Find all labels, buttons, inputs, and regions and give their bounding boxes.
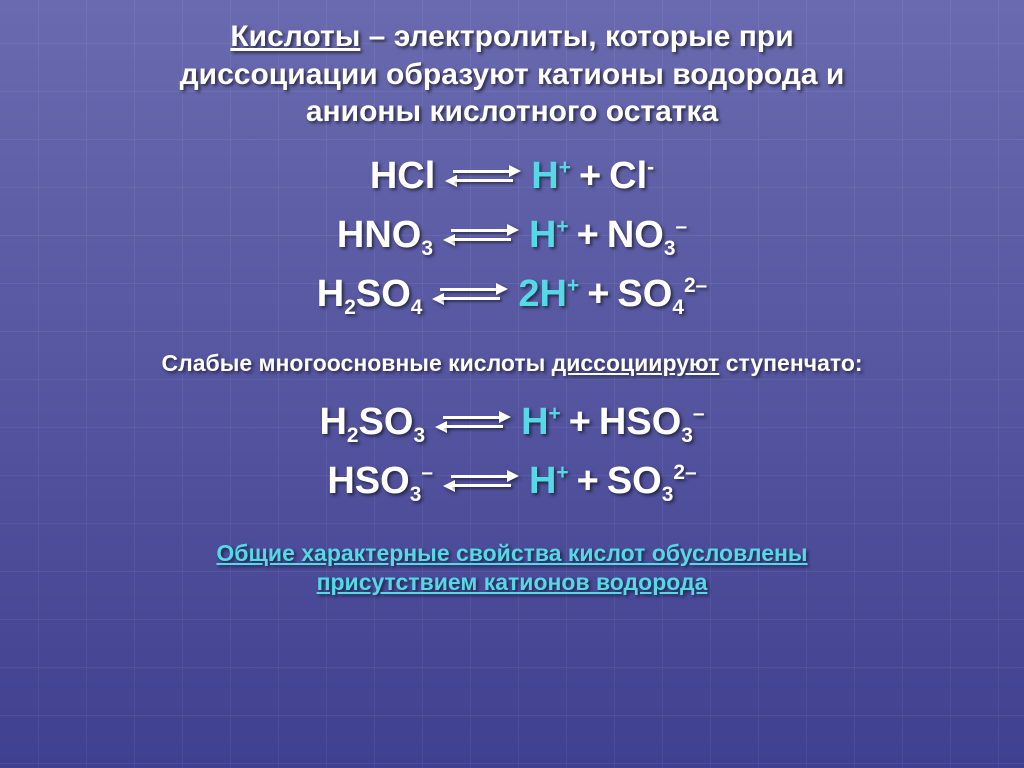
seq1-lhs: H2SO3 [319, 401, 425, 444]
equilibrium-arrow-icon [437, 412, 509, 432]
eq3-rhs2: SO42– [617, 273, 707, 316]
eq1-lhs: HCl [370, 155, 435, 198]
title-rest1: – электролиты, которые при [360, 20, 793, 53]
equilibrium-arrow-icon [447, 166, 519, 186]
footnote-line2: присутствием катионов водорода [317, 569, 708, 595]
equilibrium-arrow-icon [445, 225, 517, 245]
eq3-lhs: H2SO4 [317, 273, 423, 316]
seq2-lhs: HSO3– [327, 460, 433, 503]
seq2-rhs1: H+ [529, 460, 569, 503]
title-line3: анионы кислотного остатка [306, 95, 718, 128]
footnote: Общие характерные свойства кислот обусло… [77, 539, 947, 599]
eq2-rhs2: NO3– [607, 214, 687, 257]
subtitle-pre: Слабые многоосновные кислоты [161, 350, 551, 376]
title-keyword: Кислоты [230, 20, 360, 53]
footnote-line1: Общие характерные свойства кислот обусло… [216, 540, 807, 566]
eq1-rhs2: Cl- [609, 155, 654, 198]
step-equation-1: H2SO3 H+ + HSO3– [319, 401, 704, 444]
stepwise-equations: H2SO3 H+ + HSO3– HSO3– H+ + SO32– [319, 401, 704, 503]
seq2-rhs2: SO32– [607, 460, 697, 503]
title-line2: диссоциации образуют катионы водорода и [180, 58, 845, 91]
plus-sign: + [587, 273, 609, 316]
main-equations: HCl H+ + Cl- HNO3 H+ + NO3– [317, 155, 707, 316]
eq2-rhs1: H+ [529, 214, 569, 257]
step-equation-2: HSO3– H+ + SO32– [327, 460, 696, 503]
eq3-rhs1: 2H+ [518, 273, 579, 316]
plus-sign: + [569, 401, 591, 444]
plus-sign: + [579, 155, 601, 198]
eq2-lhs: HNO3 [337, 214, 433, 257]
eq1-rhs1: H+ [531, 155, 571, 198]
slide: Кислоты – электролиты, которые при диссо… [0, 0, 1024, 768]
subtitle: Слабые многоосновные кислоты диссоциирую… [161, 350, 862, 377]
equilibrium-arrow-icon [445, 471, 517, 491]
subtitle-post: ступенчато: [719, 350, 862, 376]
slide-title: Кислоты – электролиты, которые при диссо… [62, 18, 962, 131]
equation-1: HCl H+ + Cl- [370, 155, 654, 198]
equation-3: H2SO4 2H+ + SO42– [317, 273, 707, 316]
seq1-rhs1: H+ [521, 401, 561, 444]
plus-sign: + [577, 460, 599, 503]
seq1-rhs2: HSO3– [599, 401, 705, 444]
equation-2: HNO3 H+ + NO3– [337, 214, 687, 257]
equilibrium-arrow-icon [434, 284, 506, 304]
plus-sign: + [577, 214, 599, 257]
subtitle-underlined: диссоциируют [552, 350, 720, 376]
